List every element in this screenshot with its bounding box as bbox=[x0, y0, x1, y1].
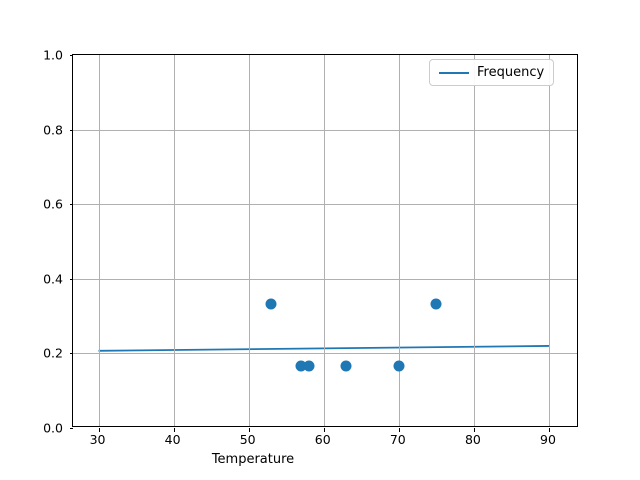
y-tick-label: 1.0 bbox=[43, 47, 63, 63]
y-tick-mark bbox=[69, 55, 73, 56]
y-tick-mark bbox=[69, 204, 73, 206]
x-tick-label: 50 bbox=[239, 432, 256, 447]
y-tick-label: 0.8 bbox=[43, 122, 63, 138]
x-axis-label: Temperature bbox=[211, 452, 295, 467]
x-tick-label: 30 bbox=[89, 432, 106, 447]
gridline-vertical bbox=[173, 55, 175, 426]
scatter-point bbox=[430, 298, 442, 310]
gridline-horizontal bbox=[73, 129, 577, 131]
gridline-vertical bbox=[323, 55, 325, 426]
gridline-vertical bbox=[248, 55, 250, 426]
gridline-vertical bbox=[398, 55, 400, 426]
scatter-point bbox=[303, 360, 315, 372]
y-tick-mark bbox=[69, 428, 73, 429]
y-tick-mark bbox=[69, 278, 73, 280]
x-tick-mark bbox=[398, 428, 400, 432]
y-tick-label: 0.4 bbox=[43, 271, 63, 287]
scatter-point bbox=[340, 360, 352, 372]
gridline-horizontal bbox=[73, 204, 577, 206]
x-tick-label: 80 bbox=[464, 432, 481, 447]
scatter-point bbox=[393, 360, 405, 372]
x-tick-label: 40 bbox=[164, 432, 181, 447]
x-tick-mark bbox=[248, 428, 250, 432]
gridline-horizontal bbox=[73, 278, 577, 280]
y-tick-mark bbox=[69, 353, 73, 355]
plot-axes: Frequency 0.0 0.2 0.4 0.6 0.8 1.0 bbox=[43, 48, 578, 436]
y-tick-label: 0.0 bbox=[43, 420, 63, 436]
y-tick-label: 0.2 bbox=[43, 345, 63, 361]
x-tick-mark bbox=[98, 428, 100, 432]
chart-legend[interactable]: Frequency bbox=[429, 59, 555, 86]
x-tick-label: 60 bbox=[314, 432, 331, 447]
y-tick-mark bbox=[69, 129, 73, 131]
gridline-vertical bbox=[548, 55, 550, 426]
plot-area bbox=[73, 55, 577, 426]
scatter-point bbox=[295, 360, 307, 372]
x-tick-mark bbox=[548, 428, 550, 432]
scatter-point bbox=[265, 298, 277, 310]
x-tick-label: 90 bbox=[540, 432, 556, 447]
series-layer bbox=[98, 345, 549, 352]
gridline-horizontal bbox=[73, 353, 577, 355]
x-tick-label: 70 bbox=[389, 432, 406, 447]
legend-label: Frequency bbox=[477, 65, 545, 80]
x-tick-mark bbox=[173, 428, 175, 432]
x-tick-mark bbox=[473, 428, 475, 432]
legend-line-swatch bbox=[439, 71, 469, 74]
gridline-vertical bbox=[98, 55, 100, 426]
y-tick-label: 0.6 bbox=[43, 196, 63, 212]
gridline-vertical bbox=[473, 55, 475, 426]
x-tick-mark bbox=[323, 428, 325, 432]
